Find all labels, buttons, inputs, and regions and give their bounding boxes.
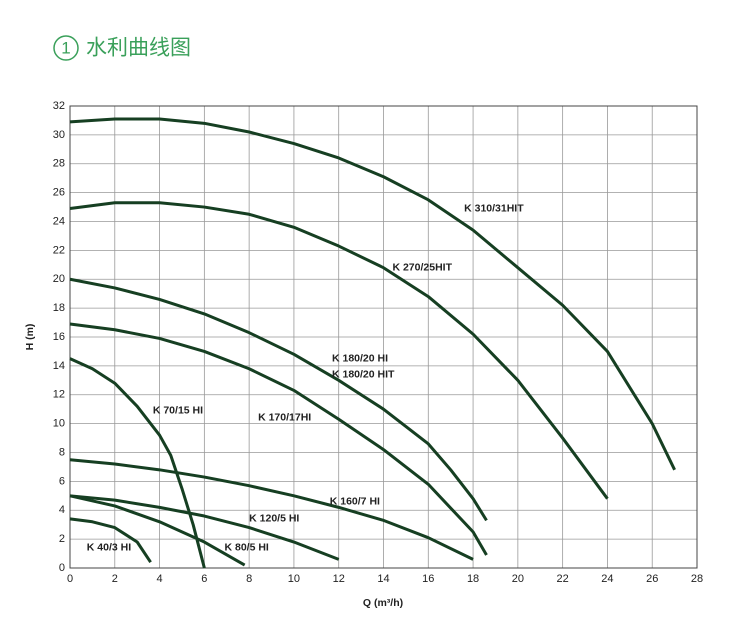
x-tick-label: 2 bbox=[112, 573, 118, 585]
plot-frame bbox=[69, 105, 698, 569]
series-line bbox=[69, 201, 609, 500]
series-line bbox=[69, 277, 488, 522]
series-line bbox=[69, 517, 152, 564]
series-label: K 310/31HIT bbox=[464, 202, 524, 214]
x-tick-label: 14 bbox=[377, 573, 389, 585]
x-tick-label: 24 bbox=[601, 573, 613, 585]
y-tick-label: 10 bbox=[53, 418, 65, 430]
x-tick-label: 26 bbox=[646, 573, 658, 585]
x-axis-label: Q (m³/h) bbox=[363, 597, 403, 609]
y-tick-label: 12 bbox=[53, 389, 65, 401]
series-label: K 170/17HI bbox=[258, 412, 311, 424]
x-tick-label: 0 bbox=[67, 573, 73, 585]
series-label: K 40/3 HI bbox=[87, 542, 131, 554]
series-label: K 270/25HIT bbox=[392, 261, 452, 273]
series-label: K 160/7 HI bbox=[330, 495, 380, 507]
y-tick-label: 32 bbox=[53, 100, 65, 112]
x-tick-label: 18 bbox=[467, 573, 479, 585]
y-tick-label: 28 bbox=[53, 158, 65, 170]
x-tick-label: 4 bbox=[157, 573, 163, 585]
x-tick-label: 16 bbox=[422, 573, 434, 585]
series-label: K 70/15 HI bbox=[153, 404, 203, 416]
x-tick-label: 8 bbox=[246, 573, 252, 585]
number-circle bbox=[53, 35, 79, 61]
y-tick-label: 16 bbox=[53, 331, 65, 343]
y-tick-label: 24 bbox=[53, 215, 65, 227]
y-tick-label: 8 bbox=[59, 446, 65, 458]
series-line bbox=[69, 322, 488, 556]
series-label: K 180/20 HIT bbox=[332, 368, 395, 380]
series-line bbox=[69, 357, 206, 569]
chart-title: 水利曲线图 bbox=[86, 37, 191, 60]
y-tick-label: 2 bbox=[59, 533, 65, 545]
x-tick-label: 12 bbox=[333, 573, 345, 585]
y-tick-label: 18 bbox=[53, 302, 65, 314]
series-label: K 180/20 HI bbox=[332, 352, 388, 364]
y-tick-label: 0 bbox=[59, 562, 65, 574]
x-tick-label: 22 bbox=[557, 573, 569, 585]
series-line bbox=[69, 458, 474, 561]
x-tick-label: 20 bbox=[512, 573, 524, 585]
y-tick-label: 20 bbox=[53, 273, 65, 285]
y-tick-label: 26 bbox=[53, 187, 65, 199]
series-line bbox=[69, 494, 246, 567]
series-label: K 120/5 HI bbox=[249, 513, 299, 525]
series-line bbox=[69, 117, 676, 471]
series-label: K 80/5 HI bbox=[225, 542, 269, 554]
y-tick-label: 4 bbox=[59, 504, 65, 516]
number: 1 bbox=[61, 38, 70, 57]
y-axis-label: H (m) bbox=[24, 324, 36, 351]
series-line bbox=[69, 494, 340, 561]
y-tick-label: 14 bbox=[53, 360, 65, 372]
x-tick-label: 6 bbox=[201, 573, 207, 585]
y-tick-label: 30 bbox=[53, 129, 65, 141]
x-tick-label: 10 bbox=[288, 573, 300, 585]
y-tick-label: 22 bbox=[53, 244, 65, 256]
x-tick-label: 28 bbox=[691, 573, 703, 585]
y-tick-label: 6 bbox=[59, 475, 65, 487]
